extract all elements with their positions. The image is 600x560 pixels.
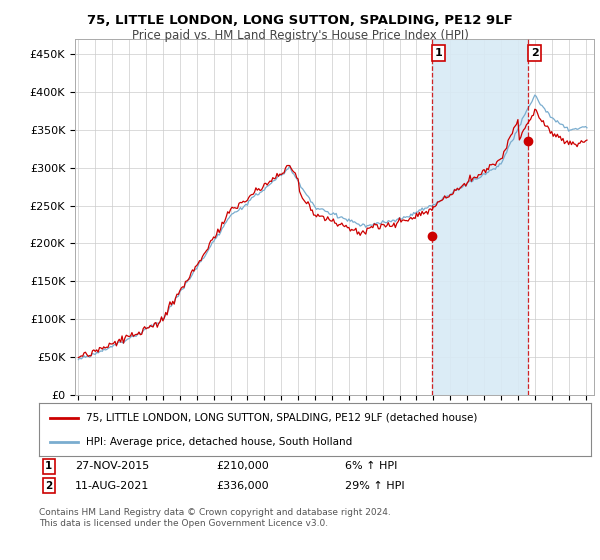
Text: 1: 1 [434, 48, 442, 58]
Text: £210,000: £210,000 [216, 461, 269, 472]
Text: 2: 2 [45, 480, 52, 491]
Text: 29% ↑ HPI: 29% ↑ HPI [345, 480, 404, 491]
Text: 11-AUG-2021: 11-AUG-2021 [75, 480, 149, 491]
Text: 75, LITTLE LONDON, LONG SUTTON, SPALDING, PE12 9LF: 75, LITTLE LONDON, LONG SUTTON, SPALDING… [87, 14, 513, 27]
Text: HPI: Average price, detached house, South Holland: HPI: Average price, detached house, Sout… [86, 437, 352, 447]
Text: 75, LITTLE LONDON, LONG SUTTON, SPALDING, PE12 9LF (detached house): 75, LITTLE LONDON, LONG SUTTON, SPALDING… [86, 413, 477, 423]
Text: 1: 1 [45, 461, 52, 472]
Text: Price paid vs. HM Land Registry's House Price Index (HPI): Price paid vs. HM Land Registry's House … [131, 29, 469, 42]
Text: £336,000: £336,000 [216, 480, 269, 491]
Text: 6% ↑ HPI: 6% ↑ HPI [345, 461, 397, 472]
Text: 2: 2 [531, 48, 539, 58]
Text: Contains HM Land Registry data © Crown copyright and database right 2024.
This d: Contains HM Land Registry data © Crown c… [39, 508, 391, 528]
Text: 27-NOV-2015: 27-NOV-2015 [75, 461, 149, 472]
Bar [432, 39, 529, 395]
